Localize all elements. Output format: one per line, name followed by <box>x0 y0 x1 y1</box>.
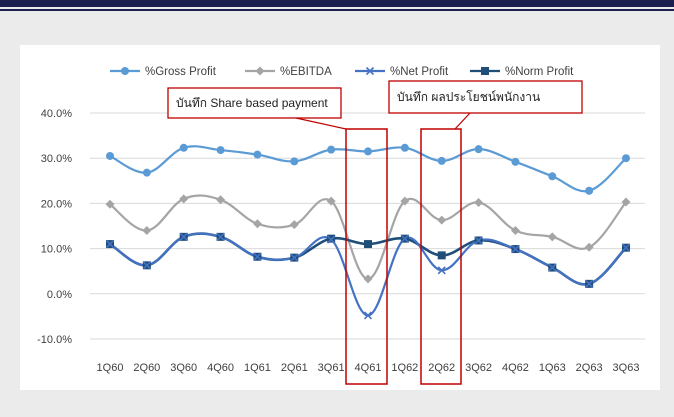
y-tick-label: -10.0% <box>37 334 72 346</box>
point-ebitda <box>105 199 115 209</box>
legend-marker <box>481 67 489 75</box>
point-net-profit <box>142 261 151 270</box>
point-net-profit <box>216 232 225 241</box>
point-ebitda <box>179 194 189 204</box>
legend-item-norm-profit: %Norm Profit <box>470 66 574 78</box>
callout-pointer <box>295 117 347 130</box>
y-tick-label: 0.0% <box>47 289 72 301</box>
x-tick-label: 2Q61 <box>281 362 308 374</box>
x-tick-label: 3Q62 <box>465 362 492 374</box>
point-net-profit <box>105 240 115 249</box>
point-gross-profit <box>474 145 483 154</box>
point-ebitda <box>400 196 410 206</box>
highlight-2Q62 <box>420 128 462 385</box>
callout-share-based-payment: บันทึก Share based payment <box>167 87 388 385</box>
point-net-profit <box>511 244 520 254</box>
slide-top-rule <box>0 9 674 11</box>
point-ebitda <box>326 196 336 206</box>
point-net-profit <box>290 253 299 262</box>
y-tick-label: 10.0% <box>41 244 72 256</box>
callout-box <box>388 80 583 114</box>
point-ebitda <box>621 197 631 207</box>
legend-item-net-profit: %Net Profit <box>355 66 449 78</box>
grid-lines <box>90 112 645 340</box>
legend-item-ebitda: %EBITDA <box>245 66 332 78</box>
legend-marker <box>255 66 265 76</box>
callout-box <box>167 87 342 119</box>
point-gross-profit <box>106 151 114 160</box>
point-net-profit <box>179 232 188 241</box>
legend-label: %EBITDA <box>280 66 332 78</box>
x-tick-label: 2Q60 <box>133 362 160 374</box>
x-tick-labels: 1Q60 2Q60 3Q60 4Q60 1Q61 2Q61 3Q61 4Q61 1Q62 2Q62… <box>97 362 640 374</box>
callout-text: บันทึก Share based payment <box>176 96 328 110</box>
legend-label: %Norm Profit <box>505 66 574 78</box>
point-ebitda <box>363 274 373 284</box>
point-norm-profit <box>364 240 372 249</box>
callout-text: บันทึก ผลประโยชน์พนักงาน <box>397 90 540 104</box>
x-tick-label: 2Q63 <box>576 362 603 374</box>
legend-marker <box>121 67 129 75</box>
y-tick-label: 30.0% <box>41 153 72 165</box>
point-ebitda <box>584 242 594 252</box>
highlight-4Q61 <box>345 128 388 385</box>
point-ebitda <box>474 197 484 207</box>
point-net-profit <box>474 236 483 245</box>
x-tick-label: 4Q62 <box>502 362 529 374</box>
slide-top-bar <box>0 0 674 7</box>
point-gross-profit <box>327 145 336 154</box>
x-tick-label: 3Q63 <box>613 362 640 374</box>
point-ebitda <box>510 226 520 236</box>
x-tick-label: 3Q61 <box>318 362 345 374</box>
point-net-profit <box>253 252 262 261</box>
x-tick-label: 1Q60 <box>97 362 124 374</box>
point-gross-profit <box>216 146 225 155</box>
point-net-profit <box>621 243 631 252</box>
x-tick-label: 2Q62 <box>428 362 455 374</box>
point-ebitda <box>216 195 226 205</box>
point-net-profit <box>585 279 594 288</box>
point-ebitda <box>547 232 557 242</box>
x-tick-label: 1Q63 <box>539 362 566 374</box>
point-gross-profit <box>622 154 630 163</box>
callout-pointer <box>454 112 471 130</box>
point-net-profit <box>548 263 557 272</box>
point-gross-profit <box>364 147 372 156</box>
point-ebitda <box>142 226 152 236</box>
y-tick-label: 20.0% <box>41 198 72 210</box>
series-lines <box>109 145 627 317</box>
point-net-profit <box>327 235 336 244</box>
point-net-profit <box>400 234 409 243</box>
point-norm-profit <box>437 251 446 260</box>
y-tick-label: 40.0% <box>41 108 72 120</box>
series-markers <box>105 143 631 320</box>
point-ebitda <box>437 215 447 225</box>
point-gross-profit <box>400 143 409 152</box>
callout-employee-benefit: บันทึก ผลประโยชน์พนักงาน <box>388 80 583 385</box>
x-tick-label: 1Q62 <box>391 362 418 374</box>
x-tick-label: 1Q61 <box>244 362 271 374</box>
point-ebitda <box>289 220 299 230</box>
legend-marker <box>365 66 375 76</box>
point-gross-profit <box>437 156 446 165</box>
point-gross-profit <box>511 157 520 166</box>
point-gross-profit <box>290 157 299 166</box>
point-gross-profit <box>253 150 262 159</box>
point-gross-profit <box>179 143 188 152</box>
legend: %Gross Profit %EBITDA %Net Profit %Norm Pro… <box>110 66 574 78</box>
legend-item-gross-profit: %Gross Profit <box>110 66 217 78</box>
point-gross-profit <box>142 168 151 177</box>
legend-label: %Gross Profit <box>145 66 217 78</box>
point-gross-profit <box>548 172 557 181</box>
x-tick-label: 4Q60 <box>207 362 234 374</box>
legend-label: %Net Profit <box>390 66 449 78</box>
y-tick-labels: -10.0% 0.0% 10.0% 20.0% 30.0% 40.0% <box>37 108 72 346</box>
point-ebitda <box>252 219 262 229</box>
point-net-profit <box>437 266 446 275</box>
point-gross-profit <box>585 186 594 195</box>
x-tick-label: 4Q61 <box>355 362 382 374</box>
x-tick-label: 3Q60 <box>170 362 197 374</box>
point-net-profit <box>363 311 373 320</box>
